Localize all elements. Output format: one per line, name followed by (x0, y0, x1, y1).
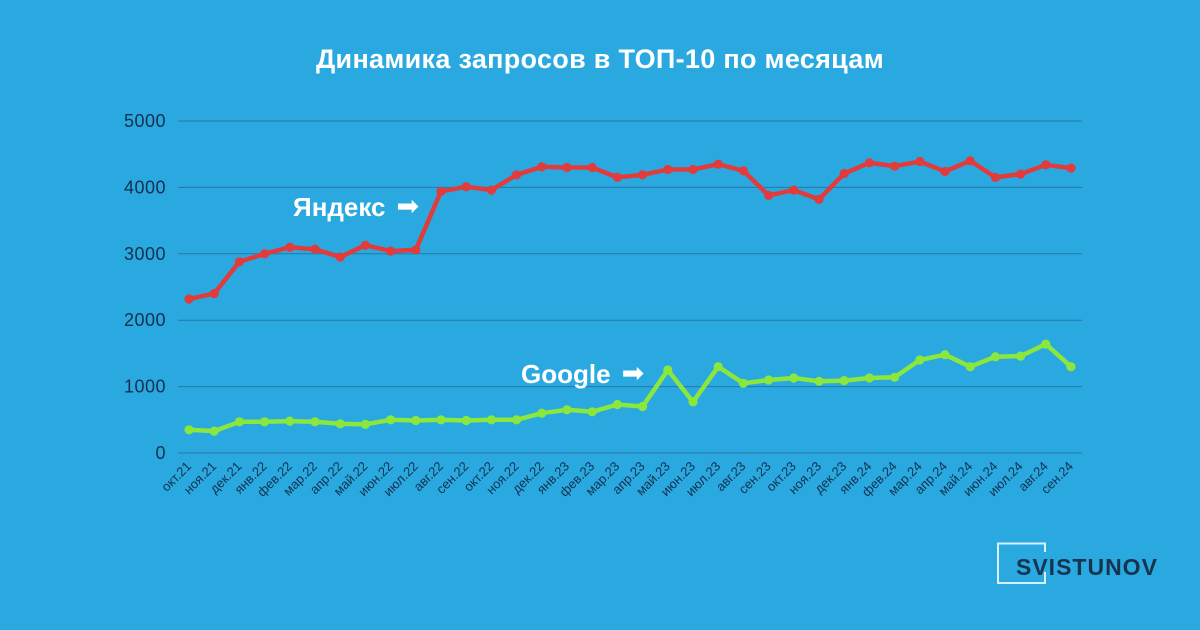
logo: SVISTUNOV (997, 542, 1158, 584)
series-label-yandex-text: Яндекс (293, 191, 386, 222)
svg-text:0: 0 (155, 443, 166, 463)
svg-text:4000: 4000 (124, 177, 166, 197)
chart-title: Динамика запросов в ТОП-10 по месяцам (316, 44, 884, 74)
logo-square-icon (997, 542, 1046, 584)
right-arrow-icon: ➡ (396, 191, 420, 222)
series-label-yandex: Яндекс ➡ (293, 193, 419, 220)
logo-text: SVISTUNOV (1016, 554, 1158, 580)
right-arrow-icon: ➡ (621, 358, 645, 389)
series-label-google: Google ➡ (521, 360, 644, 387)
series-label-google-text: Google (521, 358, 611, 389)
svg-text:5000: 5000 (124, 111, 166, 131)
svg-text:3000: 3000 (124, 244, 166, 264)
svg-text:2000: 2000 (124, 310, 166, 330)
svg-text:1000: 1000 (124, 377, 166, 397)
